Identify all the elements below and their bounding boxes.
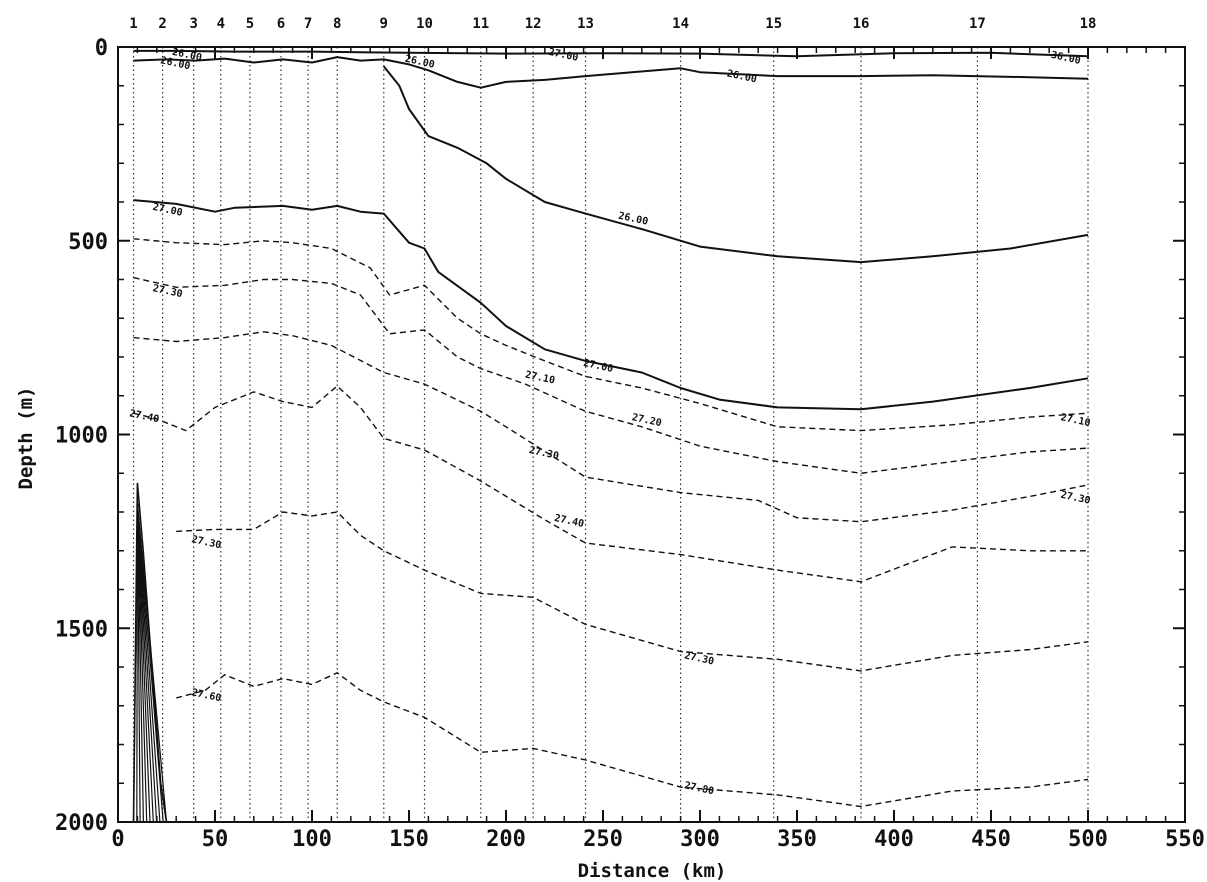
contour-label: 27.30 [152,283,184,300]
solid-contour-line [134,57,1089,88]
x-tick-label: 450 [971,827,1011,852]
station-label: 4 [217,16,225,32]
y-tick-label: 500 [68,230,108,255]
contour-label: 27.20 [631,412,663,429]
contour-label: 27.10 [1060,412,1092,429]
x-tick-label: 200 [486,827,526,852]
contour-label: 27.80 [683,780,715,797]
contour-label: 27.00 [582,358,614,375]
contour-label: 26.00 [726,68,758,85]
plot-frame [118,47,1185,822]
contour-label: 27.60 [190,687,222,704]
contour-label: 27.30 [683,650,715,667]
y-tick-label: 1000 [55,424,108,449]
y-axis-title: Depth (m) [15,387,37,490]
x-tick-label: 100 [292,827,332,852]
contour-label: 27.40 [128,408,160,425]
dashed-contour-line [176,512,1088,671]
contour-label: 27.30 [528,445,560,462]
station-label: 18 [1080,16,1097,32]
dashed-contour-line [134,386,1089,582]
contour-label: 27.10 [524,370,556,387]
contour-label: 36.00 [1050,50,1082,67]
axes-layer [118,47,1185,822]
station-label: 5 [246,16,254,32]
tick-layer: 0 50 100 150 200 250 300 350 400 450 500 550 0 500 100… [55,36,1205,852]
station-label: 10 [416,16,433,32]
x-tick-label: 550 [1165,827,1205,852]
x-tick-label: 50 [202,827,229,852]
station-label: 8 [333,16,341,32]
station-label: 12 [525,16,542,32]
station-label: 2 [158,16,166,32]
x-tick-label: 300 [680,827,720,852]
station-label: 15 [765,16,782,32]
bottom-topography [134,483,167,822]
x-tick-label: 250 [583,827,623,852]
solid-contour-line [134,51,1089,56]
station-label: 14 [672,16,689,32]
station-label: 6 [277,16,285,32]
solid-contour-line [384,66,1088,262]
station-label: 13 [577,16,594,32]
dashed-contour-line [134,278,1089,474]
x-tick-label: 150 [389,827,429,852]
contour-label: 26.00 [617,211,649,228]
contour-label: 27.30 [1060,490,1092,507]
station-label: 9 [380,16,388,32]
contour-layer [134,51,1089,807]
dashed-contour-line [134,239,1089,431]
station-label: 3 [189,16,197,32]
station-label: 11 [472,16,489,32]
x-tick-label: 500 [1068,827,1108,852]
dashed-contour-line [176,673,1088,807]
station-label: 1 [129,16,137,32]
x-tick-label: 400 [874,827,914,852]
station-label: 16 [853,16,870,32]
y-tick-label: 0 [95,36,108,61]
y-tick-label: 2000 [55,811,108,836]
dashed-contour-line [134,332,1089,522]
station-label: 7 [304,16,312,32]
solid-contour-line [134,200,1089,409]
x-axis-title: Distance (km) [578,860,727,882]
station-label: 17 [969,16,986,32]
contour-label: 27.00 [547,47,579,64]
y-tick-label: 1500 [55,617,108,642]
x-tick-label: 0 [111,827,124,852]
x-tick-label: 350 [777,827,817,852]
contour-label: 27.30 [190,534,222,551]
